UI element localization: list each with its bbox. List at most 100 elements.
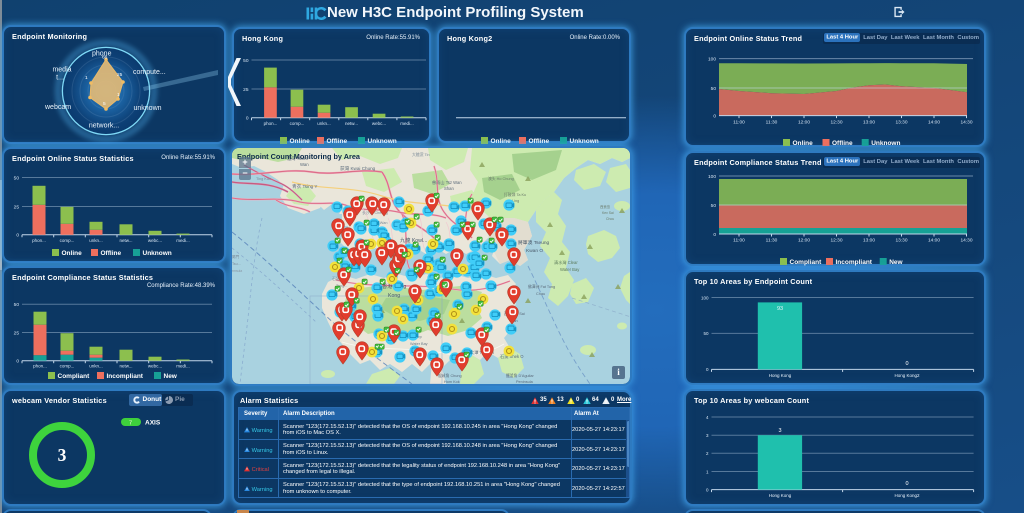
- svg-text:0: 0: [905, 481, 908, 487]
- svg-text:3: 3: [706, 433, 709, 438]
- svg-text:荻灣 Kwai Chung: 荻灣 Kwai Chung: [340, 165, 376, 172]
- svg-text:11:00: 11:00: [733, 238, 745, 244]
- svg-text:0: 0: [706, 367, 709, 372]
- svg-text:青衣 Tsing Y: 青衣 Tsing Y: [292, 183, 317, 190]
- svg-text:100: 100: [708, 174, 716, 180]
- svg-text:般咸角 Chung: 般咸角 Chung: [438, 373, 462, 378]
- svg-text:0: 0: [905, 361, 908, 367]
- svg-text:Offline: Offline: [101, 250, 122, 257]
- svg-text:1: 1: [117, 92, 120, 98]
- svg-text:93: 93: [777, 306, 783, 312]
- svg-text:14:00: 14:00: [928, 120, 940, 126]
- svg-text:鳠釜角 D'Aguilar: 鳠釜角 D'Aguilar: [506, 373, 534, 378]
- svg-text:Offline: Offline: [529, 138, 550, 145]
- svg-text:Unknown: Unknown: [871, 140, 900, 147]
- svg-text:0: 0: [706, 487, 709, 492]
- svg-text:清水灣 Clear: 清水灣 Clear: [554, 259, 578, 266]
- svg-text:大稽灙 Tin: 大稽灙 Tin: [412, 152, 430, 157]
- svg-text:unkn...: unkn...: [89, 364, 103, 369]
- svg-text:webc...: webc...: [148, 364, 162, 369]
- svg-text:Shan: Shan: [444, 186, 454, 191]
- svg-text:New: New: [164, 373, 178, 380]
- svg-text:webcam: webcam: [44, 104, 71, 111]
- svg-text:medi...: medi...: [176, 364, 190, 369]
- svg-text:石澳 Shek O: 石澳 Shek O: [500, 353, 524, 360]
- svg-text:unkn...: unkn...: [317, 121, 331, 126]
- svg-text:佛澤洲 Fat Tong: 佛澤洲 Fat Tong: [528, 284, 555, 289]
- svg-text:0: 0: [16, 233, 19, 239]
- svg-text:0: 0: [246, 116, 249, 122]
- svg-text:0: 0: [16, 359, 19, 365]
- svg-text:澐灣 Tsuen: 澐灣 Tsuen: [287, 155, 309, 162]
- svg-text:Chau: Chau: [536, 292, 545, 296]
- svg-text:Ting Kau: Ting Kau: [256, 177, 271, 181]
- svg-text:unknown: unknown: [134, 105, 162, 112]
- svg-text:comp...: comp...: [60, 364, 75, 369]
- svg-text:100: 100: [701, 295, 709, 300]
- svg-text:Incompliant: Incompliant: [836, 259, 873, 266]
- svg-text:12:30: 12:30: [830, 238, 842, 244]
- svg-text:13:30: 13:30: [895, 238, 907, 244]
- svg-text:Online: Online: [491, 138, 512, 145]
- svg-text:Peninsula: Peninsula: [516, 380, 534, 384]
- svg-text:Chou: Chou: [606, 217, 614, 221]
- svg-text:unkn...: unkn...: [89, 238, 103, 243]
- svg-text:西贡岛: 西贡岛: [600, 204, 611, 209]
- svg-text:11:30: 11:30: [766, 238, 778, 244]
- svg-text:Kev Sai: Kev Sai: [602, 211, 614, 215]
- svg-text:phone: phone: [92, 51, 112, 58]
- svg-text:Hong Kong: Hong Kong: [769, 493, 792, 498]
- svg-text:14:30: 14:30: [960, 120, 972, 126]
- svg-text:50: 50: [711, 86, 717, 92]
- svg-text:3: 3: [778, 428, 781, 434]
- svg-text:netw...: netw...: [345, 121, 358, 126]
- svg-text:Tong...: Tong...: [336, 284, 347, 288]
- svg-text:5: 5: [103, 101, 106, 107]
- svg-text:1: 1: [85, 75, 88, 81]
- svg-text:慈雨山 Tsz Wan: 慈雨山 Tsz Wan: [432, 179, 462, 186]
- svg-text:0: 0: [713, 232, 716, 238]
- svg-text:t...: t...: [56, 75, 64, 82]
- svg-text:13:00: 13:00: [863, 238, 875, 244]
- svg-text:2: 2: [706, 451, 709, 456]
- svg-text:屬門: 屬門: [232, 255, 240, 259]
- svg-text:Hom Kok: Hom Kok: [444, 380, 460, 384]
- svg-text:Online: Online: [290, 138, 311, 145]
- svg-text:4: 4: [706, 415, 709, 420]
- svg-text:phon...: phon...: [32, 238, 46, 243]
- svg-text:Unknown: Unknown: [143, 250, 172, 257]
- svg-text:50: 50: [14, 175, 20, 181]
- svg-text:rmsula: rmsula: [232, 269, 242, 273]
- svg-text:Compliant: Compliant: [790, 259, 823, 266]
- svg-text:Hong Kong2: Hong Kong2: [894, 373, 920, 378]
- svg-text:13:00: 13:00: [863, 120, 875, 126]
- svg-text:3: 3: [58, 445, 67, 465]
- svg-text:comp...: comp...: [60, 238, 75, 243]
- svg-text:Kwan O: Kwan O: [526, 248, 543, 254]
- svg-text:Sha Wan: Sha Wan: [372, 221, 387, 225]
- svg-text:11:30: 11:30: [766, 120, 778, 126]
- svg-text:webc...: webc...: [372, 121, 386, 126]
- svg-text:石塘叩: 石塘叩: [332, 276, 344, 281]
- svg-text:Water Bay: Water Bay: [410, 342, 428, 346]
- svg-text:九龍 Kowl...: 九龍 Kowl...: [400, 236, 427, 244]
- svg-text:netw...: netw...: [119, 238, 132, 243]
- svg-text:12:00: 12:00: [798, 238, 810, 244]
- svg-text:將軍澳 Tseung: 將軍澳 Tseung: [518, 239, 550, 246]
- svg-text:Online: Online: [62, 250, 83, 257]
- svg-text:50: 50: [14, 302, 20, 308]
- svg-text:25: 25: [117, 72, 123, 78]
- svg-text:25: 25: [243, 87, 249, 93]
- svg-text:media: media: [52, 67, 71, 74]
- svg-text:medi...: medi...: [400, 121, 414, 126]
- svg-text:compute...: compute...: [133, 69, 166, 76]
- svg-text:澳头 Ho Chung: 澳头 Ho Chung: [488, 176, 514, 181]
- svg-text:50: 50: [711, 203, 717, 209]
- svg-text:Hong Kong: Hong Kong: [769, 373, 792, 378]
- svg-text:network...: network...: [89, 123, 119, 130]
- svg-text:打鼓嶺 Ta Ku: 打鼓嶺 Ta Ku: [504, 192, 526, 197]
- svg-text:Kong: Kong: [388, 293, 400, 299]
- svg-text:phon...: phon...: [264, 121, 278, 126]
- svg-text:0: 0: [713, 113, 716, 119]
- svg-text:Unknown: Unknown: [368, 138, 397, 145]
